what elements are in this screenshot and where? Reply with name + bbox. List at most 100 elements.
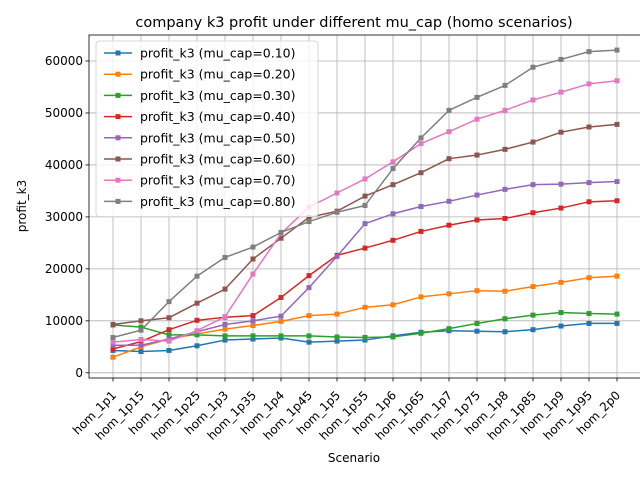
data-point <box>278 294 284 300</box>
data-point <box>222 254 228 260</box>
data-point <box>614 320 620 326</box>
data-point <box>222 337 228 343</box>
data-point <box>306 339 312 345</box>
data-point <box>362 193 368 199</box>
data-point <box>278 318 284 324</box>
data-point <box>110 339 116 345</box>
data-point <box>558 56 564 62</box>
data-point <box>418 141 424 147</box>
data-point <box>558 310 564 316</box>
data-point <box>558 89 564 95</box>
data-point <box>530 64 536 70</box>
data-point <box>446 291 452 297</box>
data-point <box>250 333 256 339</box>
data-point <box>390 159 396 165</box>
data-point <box>530 284 536 290</box>
data-point <box>306 313 312 319</box>
y-tick-label: 60000 <box>45 54 83 68</box>
data-point <box>334 311 340 317</box>
data-point <box>586 49 592 55</box>
chart-title: company k3 profit under different mu_cap… <box>135 15 572 31</box>
data-point <box>166 315 172 321</box>
data-point <box>250 323 256 329</box>
data-point <box>250 336 256 342</box>
data-point <box>166 299 172 305</box>
data-point <box>306 333 312 339</box>
legend-label: profit_k3 (mu_cap=0.80) <box>140 194 296 209</box>
legend-label: profit_k3 (mu_cap=0.10) <box>140 46 296 61</box>
data-point <box>614 47 620 53</box>
data-point <box>306 214 312 220</box>
data-point <box>390 211 396 217</box>
data-point <box>334 338 340 344</box>
data-point <box>278 229 284 235</box>
data-point <box>614 198 620 204</box>
data-point <box>502 82 508 88</box>
data-point <box>614 78 620 84</box>
x-axis-label: Scenario <box>328 451 380 465</box>
data-point <box>110 354 116 360</box>
data-point <box>418 330 424 336</box>
data-point <box>586 275 592 281</box>
legend-marker <box>115 198 121 204</box>
data-point <box>194 317 200 323</box>
data-point <box>502 329 508 335</box>
data-point <box>586 320 592 326</box>
data-point <box>166 327 172 333</box>
data-point <box>586 199 592 205</box>
data-point <box>362 304 368 310</box>
data-point <box>530 312 536 318</box>
data-point <box>530 139 536 145</box>
data-point <box>250 244 256 250</box>
legend-label: profit_k3 (mu_cap=0.60) <box>140 152 296 167</box>
legend-marker <box>115 114 121 120</box>
data-point <box>362 221 368 227</box>
data-point <box>558 181 564 187</box>
data-point <box>250 313 256 319</box>
data-point <box>474 217 480 223</box>
data-point <box>138 327 144 333</box>
data-point <box>502 146 508 152</box>
data-point <box>110 321 116 327</box>
legend-marker <box>115 177 121 183</box>
data-point <box>586 311 592 317</box>
y-tick-label: 30000 <box>45 210 83 224</box>
data-point <box>390 166 396 172</box>
data-point <box>278 313 284 319</box>
y-tick-label: 10000 <box>45 314 83 328</box>
data-point <box>222 321 228 327</box>
data-point <box>334 190 340 196</box>
data-point <box>110 334 116 340</box>
y-tick-label: 20000 <box>45 262 83 276</box>
data-point <box>166 332 172 338</box>
data-point <box>194 343 200 349</box>
data-point <box>306 273 312 279</box>
data-point <box>418 135 424 141</box>
data-point <box>362 176 368 182</box>
data-point <box>194 300 200 306</box>
data-point <box>558 129 564 135</box>
legend: profit_k3 (mu_cap=0.10) profit_k3 (mu_cap… <box>95 40 319 218</box>
data-point <box>194 273 200 279</box>
data-point <box>138 337 144 343</box>
data-point <box>250 318 256 324</box>
data-point <box>446 129 452 135</box>
data-point <box>390 302 396 308</box>
legend-marker <box>115 50 121 56</box>
legend-label: profit_k3 (mu_cap=0.40) <box>140 109 296 124</box>
data-point <box>222 314 228 320</box>
data-point <box>418 204 424 209</box>
data-point <box>614 179 620 185</box>
data-point <box>138 324 144 330</box>
data-point <box>474 192 480 198</box>
data-point <box>446 222 452 228</box>
data-point <box>418 228 424 234</box>
y-tick-label: 0 <box>75 366 83 380</box>
data-point <box>166 347 172 353</box>
data-point <box>194 328 200 334</box>
data-point <box>530 182 536 188</box>
data-point <box>334 334 340 340</box>
data-point <box>362 337 368 343</box>
